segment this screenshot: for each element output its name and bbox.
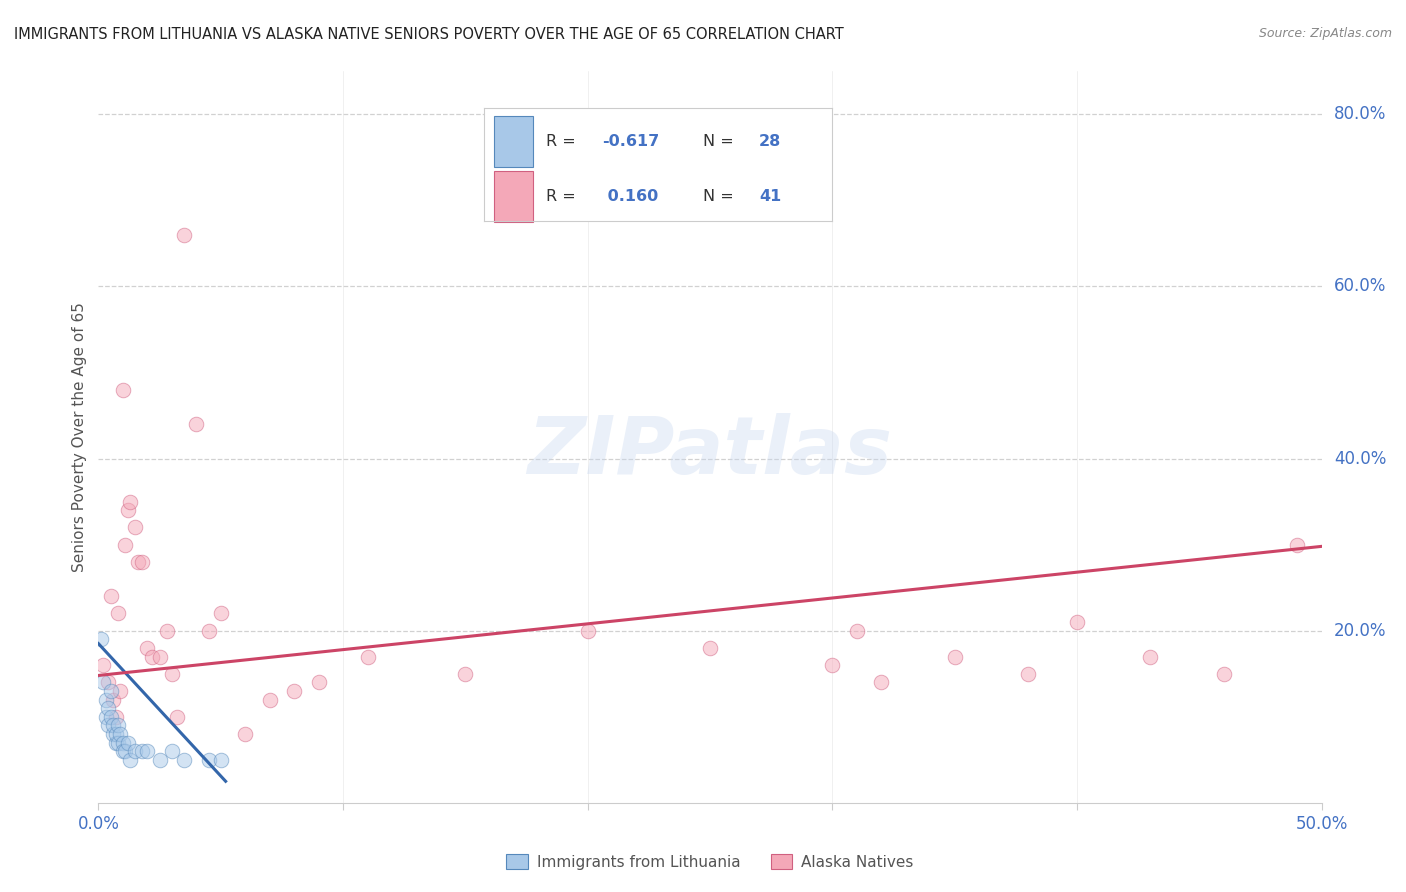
Point xyxy=(114,744,136,758)
Point xyxy=(197,624,219,638)
Point xyxy=(90,632,112,647)
Point xyxy=(173,753,195,767)
Point xyxy=(101,692,124,706)
Point xyxy=(870,675,893,690)
Text: 20.0%: 20.0% xyxy=(1334,622,1386,640)
Point xyxy=(91,675,114,690)
Point xyxy=(104,727,127,741)
Point xyxy=(699,640,721,655)
Point xyxy=(356,649,378,664)
Point xyxy=(117,735,139,749)
Point xyxy=(94,692,117,706)
Point xyxy=(156,624,179,638)
Text: IMMIGRANTS FROM LITHUANIA VS ALASKA NATIVE SENIORS POVERTY OVER THE AGE OF 65 CO: IMMIGRANTS FROM LITHUANIA VS ALASKA NATI… xyxy=(14,27,844,42)
Point xyxy=(131,555,153,569)
Point xyxy=(233,727,256,741)
Point xyxy=(107,718,129,732)
Point xyxy=(100,710,122,724)
Point xyxy=(100,684,122,698)
Text: 60.0%: 60.0% xyxy=(1334,277,1386,295)
Point xyxy=(136,744,159,758)
Point xyxy=(104,710,127,724)
Point xyxy=(114,538,136,552)
Text: ZIPatlas: ZIPatlas xyxy=(527,413,893,491)
Point xyxy=(149,753,172,767)
Point xyxy=(97,675,120,690)
Point xyxy=(111,383,134,397)
Point xyxy=(166,710,188,724)
Point xyxy=(127,555,149,569)
Point xyxy=(1139,649,1161,664)
Point xyxy=(259,692,281,706)
Point xyxy=(117,503,139,517)
Point xyxy=(141,649,163,664)
Point xyxy=(124,520,146,534)
Point xyxy=(107,607,129,621)
Point xyxy=(104,735,127,749)
Point xyxy=(197,753,219,767)
Point xyxy=(97,718,120,732)
Y-axis label: Seniors Poverty Over the Age of 65: Seniors Poverty Over the Age of 65 xyxy=(72,302,87,572)
Point xyxy=(821,658,844,673)
Text: Source: ZipAtlas.com: Source: ZipAtlas.com xyxy=(1258,27,1392,40)
Point xyxy=(283,684,305,698)
Point xyxy=(1017,666,1039,681)
Point xyxy=(131,744,153,758)
Point xyxy=(110,727,132,741)
Point xyxy=(173,227,195,242)
Text: 40.0%: 40.0% xyxy=(1334,450,1386,467)
Point xyxy=(160,744,183,758)
Point xyxy=(91,658,114,673)
Point xyxy=(943,649,966,664)
Point xyxy=(576,624,599,638)
Point xyxy=(1212,666,1234,681)
Point xyxy=(111,735,134,749)
Point xyxy=(120,494,142,508)
Point xyxy=(107,735,129,749)
Point xyxy=(308,675,330,690)
Point xyxy=(94,710,117,724)
Point xyxy=(101,727,124,741)
Point xyxy=(160,666,183,681)
Point xyxy=(110,684,132,698)
Text: 80.0%: 80.0% xyxy=(1334,105,1386,123)
Point xyxy=(136,640,159,655)
Point xyxy=(1286,538,1309,552)
Point xyxy=(1066,615,1088,629)
Point xyxy=(97,701,120,715)
Point xyxy=(186,417,208,432)
Point xyxy=(124,744,146,758)
Point xyxy=(454,666,477,681)
Point xyxy=(100,589,122,603)
Point xyxy=(845,624,868,638)
Point xyxy=(101,718,124,732)
Point xyxy=(149,649,172,664)
Legend: Immigrants from Lithuania, Alaska Natives: Immigrants from Lithuania, Alaska Native… xyxy=(501,848,920,876)
Point xyxy=(120,753,142,767)
Point xyxy=(111,744,134,758)
Point xyxy=(209,607,232,621)
Point xyxy=(209,753,232,767)
